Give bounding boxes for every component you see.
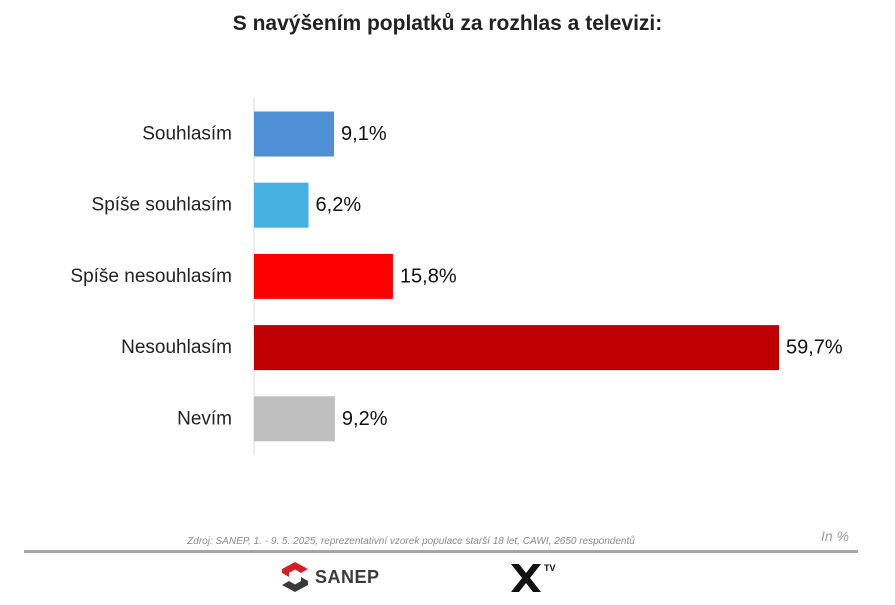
category-label: Nesouhlasím [121,337,232,358]
data-label: 59,7% [786,337,843,359]
data-label: 9,1% [341,123,387,145]
footer-divider [24,550,858,553]
unit-label: In % [820,528,849,544]
sanep-logo: SANEP [277,559,397,595]
bar-chart: Souhlasím 9,1% Spíše souhlasím 6,2% Spíše ne… [70,98,843,455]
data-label: 6,2% [316,194,362,216]
category-label: Nevím [177,408,232,429]
bar [254,325,779,371]
bar [254,253,393,299]
xtv-logo-text: TV [544,563,556,573]
sanep-logo-icon [282,562,308,592]
bar [254,182,309,228]
data-label: 9,2% [342,408,388,430]
bar [254,111,335,157]
bar [254,396,335,442]
sanep-logo-text: SANEP [315,566,380,587]
source-note: Zdroj: SANEP, 1. - 9. 5. 2025, reprezent… [187,536,635,547]
category-label: Spíše nesouhlasím [70,266,232,287]
x-mark-icon [511,564,541,592]
xtv-logo: TV [508,560,568,596]
category-label: Souhlasím [142,124,232,145]
data-label: 15,8% [400,265,457,287]
chart-title: S navýšením poplatků za rozhlas a televi… [232,12,663,35]
category-label: Spíše souhlasím [92,195,232,216]
